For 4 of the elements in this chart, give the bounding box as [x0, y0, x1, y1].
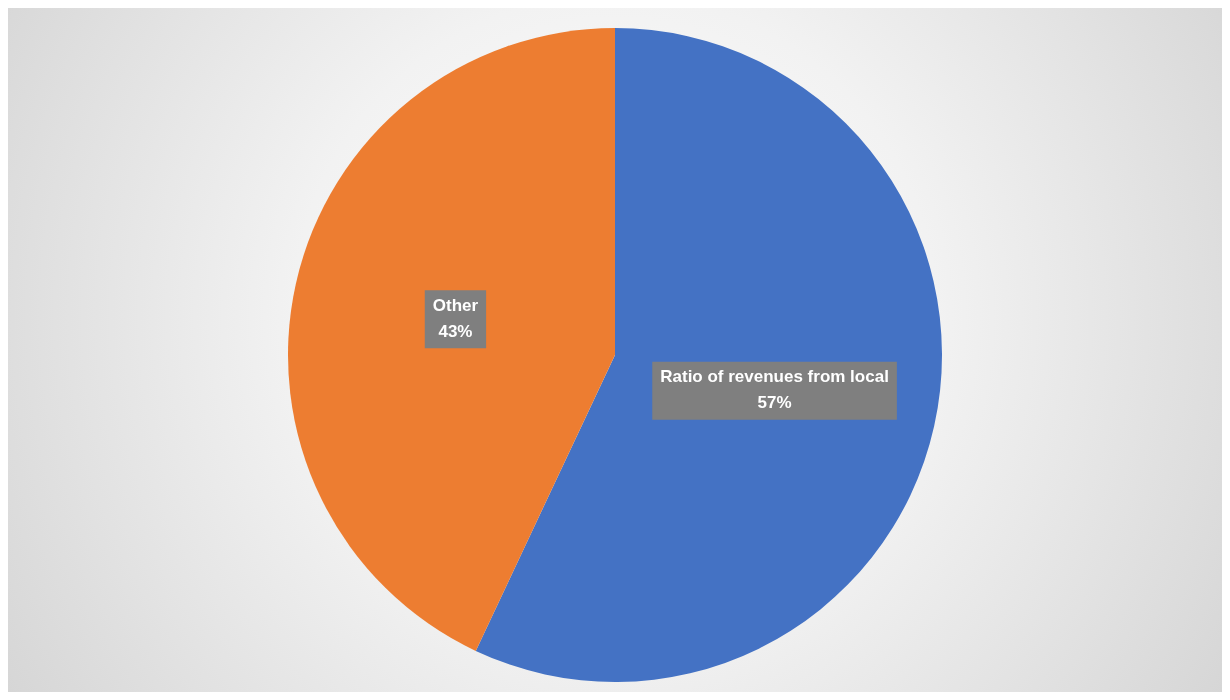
slice-label: Other [432, 296, 479, 316]
data-label: 43% [438, 322, 473, 342]
slice-label: Ratio of revenues from local [660, 367, 889, 387]
data-label: 57% [757, 393, 792, 413]
